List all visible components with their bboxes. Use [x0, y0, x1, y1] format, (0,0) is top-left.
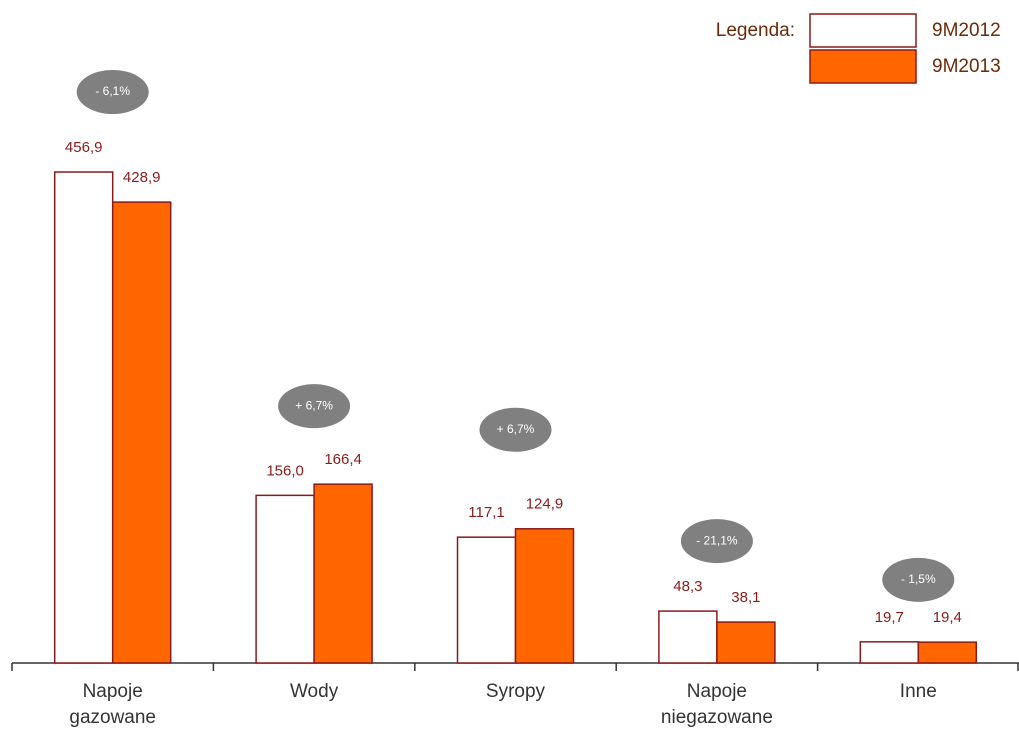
- bar: [658, 610, 718, 664]
- change-bubble: [680, 519, 753, 564]
- bar: [917, 641, 978, 664]
- x-tick-label: Syropy: [486, 681, 546, 702]
- bar: [313, 483, 373, 664]
- bar: [456, 536, 517, 664]
- legend-title: Legenda:: [716, 20, 795, 41]
- change-bubble: [278, 384, 351, 429]
- data-label: 124,9: [526, 496, 564, 513]
- annotation: + 6,7%: [497, 422, 535, 436]
- data-label: 166,4: [324, 451, 362, 468]
- change-bubble: [882, 557, 955, 602]
- legend-label: 9M2012: [932, 20, 1001, 41]
- change-bubble: [479, 407, 552, 452]
- bar: [111, 201, 172, 664]
- data-label: 156,0: [266, 462, 304, 479]
- bar: [859, 641, 920, 664]
- bar: [514, 528, 575, 664]
- bar: [255, 494, 315, 664]
- legend-swatch: [809, 49, 917, 84]
- data-label: 48,3: [673, 578, 702, 595]
- x-tick-label: Inne: [900, 681, 937, 702]
- data-label: 19,4: [933, 609, 962, 626]
- data-label: 456,9: [65, 139, 103, 156]
- x-tick-label: Wody: [290, 681, 339, 702]
- data-label: 428,9: [123, 169, 161, 186]
- annotation: - 1,5%: [901, 572, 936, 586]
- bar: [53, 171, 114, 664]
- legend-swatch: [809, 13, 917, 48]
- legend-label: 9M2013: [932, 56, 1001, 77]
- data-label: 38,1: [731, 589, 760, 606]
- x-tick-label: Napoje gazowane: [69, 681, 156, 728]
- change-bubble: [76, 70, 149, 114]
- annotation: + 6,7%: [295, 398, 333, 412]
- bar: [716, 621, 776, 664]
- x-tick-label: Napoje niegazowane: [661, 681, 773, 728]
- data-label: 19,7: [875, 609, 904, 626]
- annotation: - 6,1%: [95, 84, 130, 98]
- annotation: - 21,1%: [696, 533, 738, 547]
- data-label: 117,1: [468, 504, 504, 521]
